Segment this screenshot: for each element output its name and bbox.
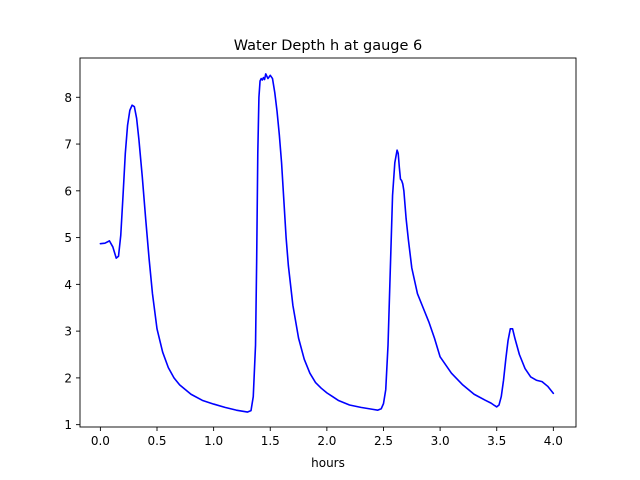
x-tick-label: 0.0 — [91, 434, 110, 448]
x-tick-label: 0.5 — [147, 434, 166, 448]
x-tick-label: 4.0 — [544, 434, 563, 448]
series-line-0 — [99, 73, 555, 413]
y-tick-label: 7 — [64, 138, 72, 152]
x-axis-ticks: 0.0 0.5 1.0 1.5 2.0 2.5 3.0 3.5 4.0 — [91, 427, 563, 448]
y-axis-ticks: 1 2 3 4 5 6 7 8 — [64, 91, 80, 432]
y-tick-label: 4 — [64, 278, 72, 292]
y-tick-label: 5 — [64, 231, 72, 245]
plot-frame — [79, 57, 577, 428]
x-tick-label: 1.0 — [204, 434, 223, 448]
x-tick-label: 1.5 — [261, 434, 280, 448]
x-tick-label: 2.5 — [374, 434, 393, 448]
y-tick-label: 6 — [64, 184, 72, 198]
y-tick-label: 2 — [64, 371, 72, 385]
plot-area — [80, 58, 576, 427]
y-tick-label: 3 — [64, 325, 72, 339]
x-tick-label: 3.0 — [431, 434, 450, 448]
series-layer — [99, 73, 555, 413]
x-tick-label: 3.5 — [487, 434, 506, 448]
chart-title: Water Depth h at gauge 6 — [234, 38, 422, 54]
y-tick-label: 1 — [64, 418, 72, 432]
x-tick-label: 2.0 — [317, 434, 336, 448]
x-axis-label: hours — [311, 456, 345, 470]
y-tick-label: 8 — [64, 91, 72, 105]
